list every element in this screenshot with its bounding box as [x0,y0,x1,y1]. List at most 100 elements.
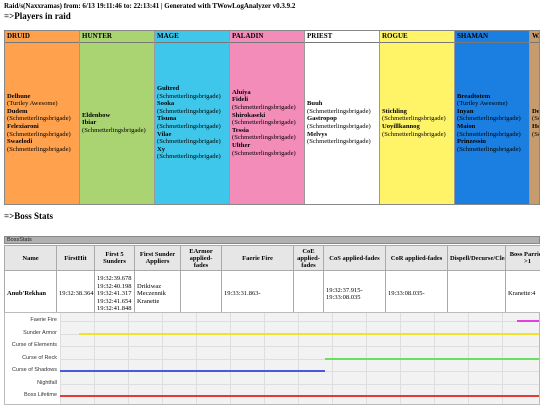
player-name: Delhune [7,92,31,100]
player-guild: (Schmetterlingsbrigade) [307,123,371,130]
class-column-paladin: PALADIN Aluiya Fideli (Schmetterlingsbrigad… [230,31,305,204]
cell-appliers: Drikiwaz Meczennik Kranette [134,270,181,318]
timeline-row-label: Curse of Reck [22,354,57,361]
player-guild: (Schmetterlingsbrigade) [157,153,221,161]
timeline-row-label: Curse of Shadows [12,367,57,373]
class-header: ROGUE [380,31,454,43]
player-guild: (Sc [532,115,540,123]
player-guild: (Schmetterlingsbrigade) [82,126,146,134]
class-header: PRIEST [305,31,379,43]
player-guild: (Schmetterlingsbrigade) [157,123,221,130]
class-column-hunter: HUNTER Eldenbow Ibiar (Schmetterlingsbrigad… [80,31,155,204]
table-row: Anub'Rekhan 19:32:38.364 19:32:39.678 19… [4,270,540,318]
class-column-rogue: ROGUE Stichling (Schmetterlingsbrigade) Uoy… [380,31,455,204]
timeline-segment [516,320,539,322]
cell-coe [293,270,324,318]
timeline-segment [79,332,539,335]
player-name: Felexiaroni [7,123,39,130]
player-name: Gastropop [307,115,337,123]
player-name: Stichling [382,107,407,115]
player-name: Dudem [7,107,28,115]
player-name: Xy [157,145,166,153]
player-name: Tessia [232,126,249,134]
players-section-title: =>Players in raid [4,11,71,21]
boss-stats-bar[interactable]: BossStats [4,236,540,244]
col-first5sunders[interactable]: First 5 Sunders [94,245,135,271]
boss-stats-section-title: =>Boss Stats [4,211,54,221]
player-guild: (Schmetterlingsbrigade) [7,130,71,138]
player-list: Stichling (Schmetterlingsbrigade) Uoyillka… [382,108,446,138]
player-list: Delhune (Turtley Awesome) Dudem (Schmetterl… [7,93,71,154]
col-earmor[interactable]: EArmor applied-fades [180,245,222,271]
player-name: Breadtotem [457,92,491,100]
player-list: Eldenbow Ibiar (Schmetterlingsbrigade) [82,112,146,135]
class-header: PALADIN [230,31,304,43]
col-cos[interactable]: CoS applied-fades [323,245,386,271]
timeline-row-label: Faerie Fire [30,317,57,323]
timeline-segment [324,357,539,360]
player-guild: (Schmetterlingsbrigade) [7,115,71,123]
class-header: DRUID [5,31,79,43]
player-name: Vilae [157,130,172,138]
col-cor[interactable]: CoR applied-fades [385,245,448,271]
player-name: Eldenbow [82,111,111,119]
class-header: MAGE [155,31,229,43]
player-name: Sooka [157,100,175,108]
timeline-row-label: Nightfall [37,379,57,386]
player-name: Tisuna [157,115,177,123]
cell-cos: 19:32:37.915- 19:33:08.035 [323,270,386,318]
col-boss-parried[interactable]: Boss Parried >1 [505,245,540,271]
player-guild: (Turtley Awesome) [457,100,508,108]
report-header: Raid/s(Naxxramas) from: 6/13 19:11:46 to… [4,2,296,10]
player-guild: (Schmetterlingsbrigade) [232,134,296,142]
table-header-row: Name FirstHit First 5 Sunders First Sund… [4,245,540,271]
player-guild: (Schmetterlingsbrigade) [307,138,371,146]
timeline-row-label: Sunder Armor [23,329,57,336]
player-name: Melvys [307,130,328,138]
player-list: Breadtotem (Turtley Awesome) Inyan (Schmett… [457,93,521,154]
col-sunder-appliers[interactable]: First Sunder Appliers [134,245,181,271]
cell-firsthit: 19:32:38.364 [56,270,95,318]
col-faerie-fire[interactable]: Faerie Fire [221,245,294,271]
player-name: Ulther [232,141,251,149]
class-header: HUNTER [80,31,154,43]
boss-stats-table: Name FirstHit First 5 Sunders First Sund… [4,245,540,318]
player-guild: (Schmetterlingsbrigade) [232,149,296,157]
debuff-timeline: Faerie Fire Sunder Armor Curse of Elements… [4,312,540,405]
timeline-row-label: Curse of Elements [11,342,57,348]
player-list: Buuh (Schmetterlingsbrigade) Gastropop (Sch… [307,100,371,146]
class-header: WA [530,31,539,43]
player-guild: (Schmetterlingsbrigade) [157,107,221,115]
timeline-plot-area [60,313,539,404]
player-guild: (Schmetterlingsbrigade) [382,130,446,138]
player-name: Inyan [457,107,474,115]
cell-earmor [180,270,222,318]
player-guild: (Schmetterlingsbrigade) [7,145,71,153]
player-name: He [532,123,540,130]
player-name: Prinzessin [457,138,486,146]
class-column-priest: PRIEST Buuh (Schmetterlingsbrigade) Gastrop… [305,31,380,204]
player-name: Aluiya [232,88,251,96]
timeline-segment [60,395,539,397]
cell-sunders: 19:32:39.678 19:32:40.198 19:32:41.317 1… [94,270,135,318]
player-guild: (Schmetterlingsbrigade) [157,92,221,100]
col-dispel[interactable]: Dispell/Decurse/Cleanse... [447,245,506,271]
player-name: Ibiar [82,119,97,127]
class-header: SHAMAN [455,31,529,43]
player-name: Shirokaseki [232,111,266,119]
player-list: Gultred (Schmetterlingsbrigade) Sooka (Schm… [157,85,221,161]
cell-dispel [447,270,506,318]
col-firsthit[interactable]: FirstHit [56,245,95,271]
player-guild: (Schmetterlingsbrigade) [157,138,221,146]
player-name: Gultred [157,85,180,93]
player-guild: (Turtley Awesome) [7,100,58,108]
class-column-shaman: SHAMAN Breadtotem (Turtley Awesome) Inyan (S… [455,31,530,204]
player-guild: (Schmetterlingsbrigade) [232,119,296,127]
player-guild: (Sc [532,130,540,138]
col-name[interactable]: Name [4,245,57,271]
player-guild: (Schmetterlingsbrigade) [307,107,371,115]
cell-parried: Kranette:4 [505,270,540,318]
col-coe[interactable]: CoE applied-fades [293,245,324,271]
player-name: De [532,107,540,115]
